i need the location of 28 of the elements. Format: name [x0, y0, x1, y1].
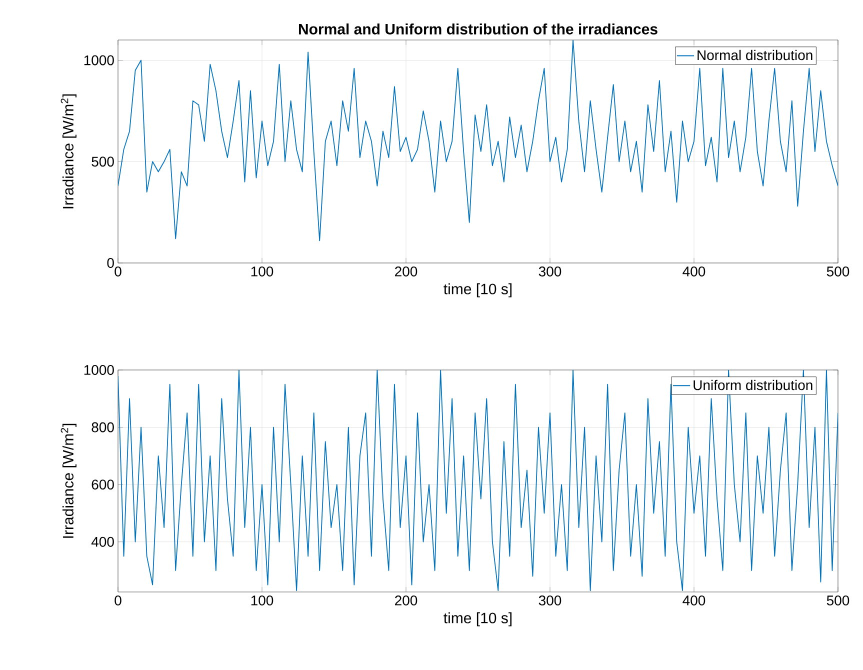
x-tick-label: 100	[251, 266, 274, 276]
y-tick-label: 800	[92, 422, 114, 432]
x-tick-label: 400	[682, 596, 706, 606]
x-tick-label: 500	[826, 596, 850, 606]
y-axis-title: Irradiance [W/m$^{2}$]	[60, 94, 76, 208]
x-tick-label: 300	[538, 596, 562, 606]
x-tick-label: 100	[251, 596, 274, 606]
x-tick-label: 200	[395, 596, 418, 606]
line-series	[118, 370, 838, 592]
y-tick-label: 1000	[84, 365, 114, 375]
legend-label: Normal distribution	[698, 50, 812, 60]
y-axis-title: Irradiance [W/m$^{2}$]	[60, 424, 76, 538]
y-tick-label: 0	[107, 258, 114, 268]
chart-title: Normal and Uniform distribution of the irradiances	[298, 23, 658, 34]
y-tick-label: 400	[91, 536, 114, 547]
x-tick-label: 500	[826, 266, 850, 276]
x-tick-label: 0	[114, 266, 122, 276]
y-tick-label: 600	[92, 480, 114, 490]
x-tick-label: 200	[395, 266, 418, 276]
x-axis-title: time [10 s]	[444, 283, 512, 298]
x-tick-label: 0	[114, 596, 122, 606]
x-axis-title: time [10 s]	[444, 612, 512, 626]
x-tick-label: 300	[538, 266, 562, 276]
x-tick-label: 400	[682, 266, 706, 276]
line-series	[118, 40, 838, 242]
y-tick-label: 500	[92, 156, 114, 167]
y-tick-label: 1000	[84, 55, 114, 66]
legend-label: Uniform distribution	[694, 380, 812, 390]
